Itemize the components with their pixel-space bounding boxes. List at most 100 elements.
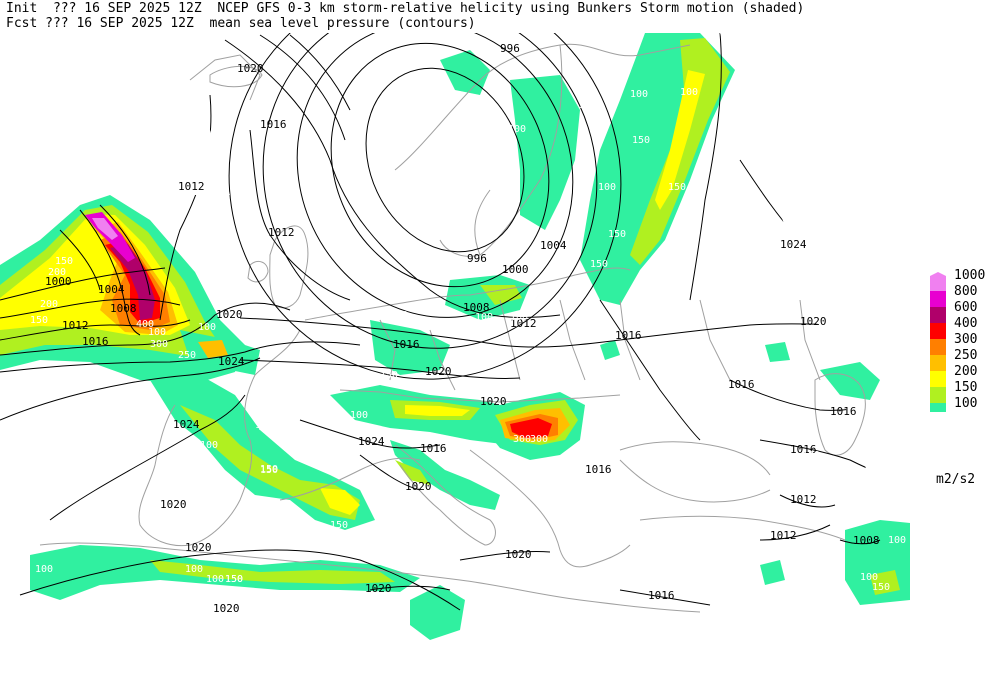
- helicity-region-libya-100: [410, 585, 465, 640]
- helicity-label: 100: [598, 182, 616, 193]
- contour-label: 996: [467, 252, 487, 265]
- legend-swatch-200: [930, 371, 946, 387]
- contour-label: 1016: [82, 335, 109, 348]
- contour-label: 1000: [502, 263, 529, 276]
- contour-label: 1020: [185, 541, 212, 554]
- helicity-label: 150: [872, 582, 890, 593]
- helicity-label: 150: [668, 182, 686, 193]
- helicity-label: 100: [802, 450, 820, 461]
- helicity-region-russia-200: [655, 70, 705, 210]
- contour-label: 1024: [358, 435, 385, 448]
- legend-label-1000: 1000: [954, 268, 986, 283]
- contour-label: 1020: [505, 548, 532, 561]
- helicity-label: 300: [530, 434, 548, 445]
- helicity-label: 100: [350, 410, 368, 421]
- helicity-label: 400: [136, 319, 154, 330]
- contour-label: 1008: [853, 534, 880, 547]
- contour-label: 1016: [420, 442, 447, 455]
- contour-labels: 996 1020 1016 1012 1012 1000 1004 1008 1…: [45, 42, 880, 615]
- helicity-labels: 200 200 150 150 100 100 400 300 250 100 …: [30, 87, 908, 655]
- legend-swatch-250: [930, 355, 946, 371]
- helicity-label: 150: [225, 574, 243, 585]
- helicity-label: 300: [513, 434, 531, 445]
- contour-label: 996: [500, 42, 520, 55]
- helicity-region-north-sea-100: [440, 50, 490, 95]
- contour-label: 1020: [160, 498, 187, 511]
- contour-label: 1008: [110, 302, 137, 315]
- helicity-label: 100: [630, 89, 648, 100]
- helicity-label: 100: [890, 327, 908, 338]
- legend-label-150: 150: [954, 380, 978, 395]
- legend-swatch-800: [930, 291, 946, 307]
- helicity-label: 100: [888, 535, 906, 546]
- helicity-label: 100: [148, 327, 166, 338]
- legend-swatch-400: [930, 323, 946, 339]
- contour-label: 1016: [648, 589, 675, 602]
- helicity-region-biscay-150: [180, 405, 360, 520]
- legend-label-100: 100: [954, 396, 978, 411]
- contour-label: 1020: [800, 315, 827, 328]
- helicity-label: 100: [475, 312, 493, 323]
- contour-label: 1020: [365, 582, 392, 595]
- contour-label: 1016: [260, 118, 287, 131]
- contour-label: 1012: [62, 319, 89, 332]
- helicity-label: 100: [70, 382, 88, 393]
- contour-label: 1016: [728, 378, 755, 391]
- helicity-region-caucasus-100: [760, 560, 785, 585]
- helicity-region-middle-east-150: [870, 570, 900, 595]
- helicity-label: 100: [510, 312, 528, 323]
- helicity-label: 150: [380, 370, 398, 381]
- helicity-label: 150: [30, 315, 48, 326]
- contour-label: 1024: [218, 355, 245, 368]
- helicity-label: 100: [198, 322, 216, 333]
- helicity-label: 100: [35, 564, 53, 575]
- contour-label: 1016: [790, 443, 817, 456]
- map-title-line-1: Init ??? 16 SEP 2025 12Z NCEP GFS 0-3 km…: [6, 1, 805, 16]
- legend-label-600: 600: [954, 300, 978, 315]
- map-panel: 996 1020 1016 1012 1012 1000 1004 1008 1…: [0, 33, 910, 655]
- helicity-label: 150: [590, 259, 608, 270]
- contour-label: 1004: [98, 283, 125, 296]
- helicity-region-alps-200: [405, 405, 470, 416]
- contour-label: 1016: [615, 329, 642, 342]
- helicity-region-mideast-east-100: [765, 342, 790, 362]
- contour-label: 1000: [45, 275, 72, 288]
- contour-label: 1020: [213, 602, 240, 615]
- helicity-label: 150: [608, 229, 626, 240]
- legend-swatch-1000: [930, 276, 946, 291]
- contour-label: 1024: [173, 418, 200, 431]
- helicity-shading: [0, 33, 910, 640]
- helicity-label: 150: [260, 464, 278, 475]
- contour-label: 1008: [463, 301, 490, 314]
- contour-label: 1012: [178, 180, 205, 193]
- legend-label-250: 250: [954, 348, 978, 363]
- helicity-label: 100: [860, 572, 878, 583]
- helicity-label: 150: [330, 520, 348, 531]
- legend-swatches: [930, 272, 946, 412]
- helicity-label: 100: [258, 422, 276, 433]
- helicity-region-caspian-100: [820, 362, 880, 400]
- helicity-label: 100: [800, 452, 818, 463]
- helicity-region-atlantic-1000: [92, 218, 118, 240]
- helicity-region-italy-150: [395, 460, 430, 485]
- helicity-label: 150: [360, 525, 378, 536]
- helicity-label: 200: [48, 267, 66, 278]
- legend-swatch-150: [930, 387, 946, 403]
- helicity-label: 150: [260, 465, 278, 476]
- helicity-label: 100: [425, 644, 443, 655]
- helicity-label: 150: [632, 135, 650, 146]
- legend-swatch-600: [930, 307, 946, 323]
- contour-label: 1024: [780, 238, 807, 251]
- helicity-region-balkans-400: [510, 418, 552, 438]
- helicity-label: 300: [150, 339, 168, 350]
- helicity-region-italy-100: [390, 440, 500, 510]
- helicity-region-north-africa-150: [150, 560, 395, 584]
- helicity-label: 100: [665, 238, 683, 249]
- contour-label: 1020: [237, 62, 264, 75]
- legend-label-300: 300: [954, 332, 978, 347]
- helicity-label: 100: [206, 574, 224, 585]
- legend-label-800: 800: [954, 284, 978, 299]
- helicity-region-ukraine-100: [600, 340, 620, 360]
- helicity-region-france-200: [198, 340, 228, 358]
- helicity-label: 100: [185, 564, 203, 575]
